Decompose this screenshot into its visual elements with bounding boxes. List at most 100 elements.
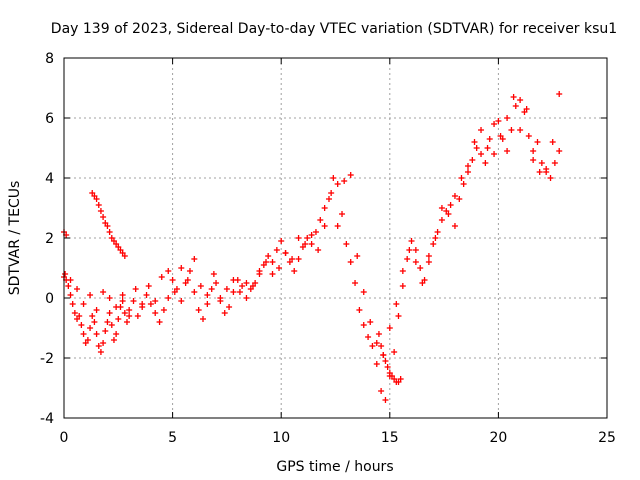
data-point xyxy=(104,223,111,229)
data-point xyxy=(152,310,159,316)
data-point xyxy=(195,307,202,313)
data-point xyxy=(67,292,74,298)
data-point xyxy=(434,229,441,235)
data-point xyxy=(510,94,517,100)
data-point xyxy=(178,265,185,271)
data-point xyxy=(438,217,445,223)
data-point xyxy=(184,277,191,283)
data-point xyxy=(373,340,380,346)
data-point xyxy=(210,271,217,277)
y-tick-label: 0 xyxy=(45,291,54,307)
data-point xyxy=(551,160,558,166)
data-point xyxy=(302,241,309,247)
data-point xyxy=(308,241,315,247)
data-point xyxy=(347,259,354,265)
data-point xyxy=(84,337,91,343)
data-point xyxy=(451,193,458,199)
data-point xyxy=(425,259,432,265)
data-point xyxy=(334,181,341,187)
data-point xyxy=(339,211,346,217)
x-axis-ticks: 0 5 10 15 20 25 xyxy=(60,58,616,446)
data-point xyxy=(102,328,109,334)
data-point xyxy=(236,289,243,295)
data-point xyxy=(197,283,204,289)
data-point xyxy=(328,190,335,196)
data-point xyxy=(165,295,172,301)
data-point xyxy=(354,253,361,259)
data-point xyxy=(538,160,545,166)
data-point xyxy=(97,208,104,214)
data-point xyxy=(276,265,283,271)
data-point xyxy=(356,307,363,313)
chart-title: Day 139 of 2023, Sidereal Day-to-day VTE… xyxy=(51,21,617,37)
data-point xyxy=(393,301,400,307)
data-point xyxy=(76,313,83,319)
data-point xyxy=(543,166,550,172)
data-point xyxy=(265,253,272,259)
data-point xyxy=(130,298,137,304)
data-point xyxy=(556,148,563,154)
data-point xyxy=(213,280,220,286)
data-point xyxy=(347,172,354,178)
data-point xyxy=(87,292,94,298)
data-point xyxy=(273,247,280,253)
data-point xyxy=(156,319,163,325)
data-point xyxy=(373,361,380,367)
data-point xyxy=(80,331,87,337)
data-point xyxy=(391,349,398,355)
data-point xyxy=(262,259,269,265)
data-points xyxy=(61,91,563,403)
data-point xyxy=(536,169,543,175)
data-point xyxy=(80,301,87,307)
data-point xyxy=(412,259,419,265)
data-point xyxy=(321,205,328,211)
data-point xyxy=(269,259,276,265)
x-tick-label: 15 xyxy=(381,430,399,446)
data-point xyxy=(341,178,348,184)
data-point xyxy=(404,256,411,262)
data-point xyxy=(473,145,480,151)
data-point xyxy=(365,334,372,340)
data-point xyxy=(504,115,511,121)
data-point xyxy=(508,127,515,133)
data-point xyxy=(93,331,100,337)
data-point xyxy=(504,148,511,154)
data-point xyxy=(491,121,498,127)
x-tick-label: 25 xyxy=(598,430,616,446)
data-point xyxy=(95,202,102,208)
data-point xyxy=(191,289,198,295)
data-point xyxy=(115,316,122,322)
data-point xyxy=(530,157,537,163)
data-point xyxy=(395,313,402,319)
data-point xyxy=(93,196,100,202)
x-tick-label: 5 xyxy=(168,430,177,446)
data-point xyxy=(304,235,311,241)
data-point xyxy=(95,343,102,349)
data-point xyxy=(152,298,159,304)
data-point xyxy=(230,289,237,295)
data-point xyxy=(556,91,563,97)
data-point xyxy=(458,175,465,181)
data-point xyxy=(126,307,133,313)
data-point xyxy=(308,232,315,238)
data-point xyxy=(330,175,337,181)
data-point xyxy=(139,301,146,307)
data-point xyxy=(147,301,154,307)
data-point xyxy=(517,127,524,133)
data-point xyxy=(87,325,94,331)
data-point xyxy=(495,118,502,124)
data-point xyxy=(106,310,113,316)
data-point xyxy=(123,319,130,325)
data-point xyxy=(469,157,476,163)
data-point xyxy=(134,313,141,319)
data-point xyxy=(430,241,437,247)
data-point xyxy=(367,319,374,325)
data-point xyxy=(145,283,152,289)
data-point xyxy=(160,307,167,313)
data-point xyxy=(321,223,328,229)
data-point xyxy=(78,322,85,328)
data-point xyxy=(315,247,322,253)
data-point xyxy=(239,283,246,289)
data-point xyxy=(412,247,419,253)
data-point xyxy=(100,340,107,346)
